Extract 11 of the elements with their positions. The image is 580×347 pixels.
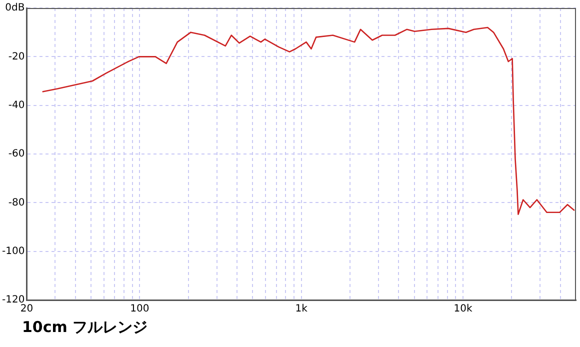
y-tick-label: -20 bbox=[8, 51, 25, 62]
x-tick-label: 10k bbox=[454, 304, 472, 315]
y-tick-label: -100 bbox=[2, 246, 25, 257]
x-tick-label: 1k bbox=[295, 304, 308, 315]
y-tick-label: -60 bbox=[8, 148, 25, 160]
x-tick-label: 100 bbox=[130, 304, 150, 315]
y-tick-label: -40 bbox=[8, 100, 25, 111]
y-tick-label: -80 bbox=[8, 197, 25, 208]
text: 10cm フルレンジ bbox=[22, 318, 148, 337]
y-tick-label: 0dB bbox=[5, 2, 25, 14]
x-tick-label: 20 bbox=[20, 304, 34, 315]
